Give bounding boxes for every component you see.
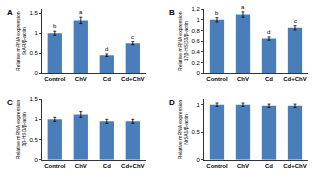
svg-text:0.5: 0.5	[29, 137, 38, 143]
svg-text:Cd+ChV: Cd+ChV	[283, 76, 307, 82]
svg-text:b: b	[53, 23, 57, 29]
svg-text:0.4: 0.4	[192, 49, 201, 55]
svg-text:1.2: 1.2	[192, 6, 201, 12]
svg-text:A: A	[7, 8, 13, 17]
svg-text:1: 1	[197, 102, 201, 108]
svg-text:a: a	[241, 4, 245, 10]
svg-text:Relative mRNA expression17β-HS: Relative mRNA expression17β-HSD3/β-actin	[177, 11, 190, 71]
svg-text:Cd+ChV: Cd+ChV	[283, 163, 307, 169]
svg-text:ChV: ChV	[237, 76, 249, 82]
svg-text:0.8: 0.8	[192, 28, 201, 34]
svg-text:c: c	[294, 18, 297, 24]
svg-text:Relative mRNA expression3β-HSD: Relative mRNA expression3β-HSD/β-actin	[15, 99, 28, 159]
svg-text:Cd: Cd	[265, 163, 273, 169]
svg-text:1: 1	[34, 116, 38, 122]
svg-text:C: C	[7, 98, 13, 107]
svg-text:B: B	[169, 8, 175, 17]
svg-text:0: 0	[197, 157, 201, 163]
svg-text:Cd+ChV: Cd+ChV	[121, 76, 145, 82]
svg-text:Relative mRNA expressionNr5A1/: Relative mRNA expressionNr5A1/β-actin	[177, 99, 190, 159]
svg-text:1.5: 1.5	[29, 10, 38, 16]
svg-text:0.5: 0.5	[192, 129, 201, 135]
svg-text:a: a	[79, 9, 83, 15]
svg-text:ChV: ChV	[75, 76, 87, 82]
svg-text:b: b	[215, 10, 219, 16]
svg-text:0.6: 0.6	[192, 38, 201, 44]
svg-text:1: 1	[34, 30, 38, 36]
svg-text:Cd: Cd	[103, 163, 111, 169]
svg-text:d: d	[105, 46, 108, 52]
svg-text:Control: Control	[44, 163, 66, 169]
svg-text:0: 0	[197, 70, 201, 76]
svg-text:0.5: 0.5	[29, 50, 38, 56]
svg-text:1.5: 1.5	[29, 96, 38, 102]
svg-text:Relative mRNA expressionStAR/β: Relative mRNA expressionStAR/β-actin	[15, 11, 28, 71]
svg-text:Control: Control	[206, 76, 228, 82]
svg-text:1: 1	[197, 17, 201, 23]
svg-text:0: 0	[34, 157, 38, 163]
svg-text:0: 0	[34, 70, 38, 76]
svg-text:Cd: Cd	[265, 76, 273, 82]
svg-text:Cd+ChV: Cd+ChV	[121, 163, 145, 169]
svg-text:Cd: Cd	[103, 76, 111, 82]
svg-text:c: c	[131, 34, 134, 40]
svg-text:d: d	[267, 29, 270, 35]
svg-text:D: D	[169, 98, 175, 107]
svg-text:Control: Control	[44, 76, 66, 82]
svg-text:ChV: ChV	[75, 163, 87, 169]
svg-text:0.2: 0.2	[192, 60, 201, 66]
svg-text:ChV: ChV	[237, 163, 249, 169]
svg-text:Control: Control	[206, 163, 228, 169]
